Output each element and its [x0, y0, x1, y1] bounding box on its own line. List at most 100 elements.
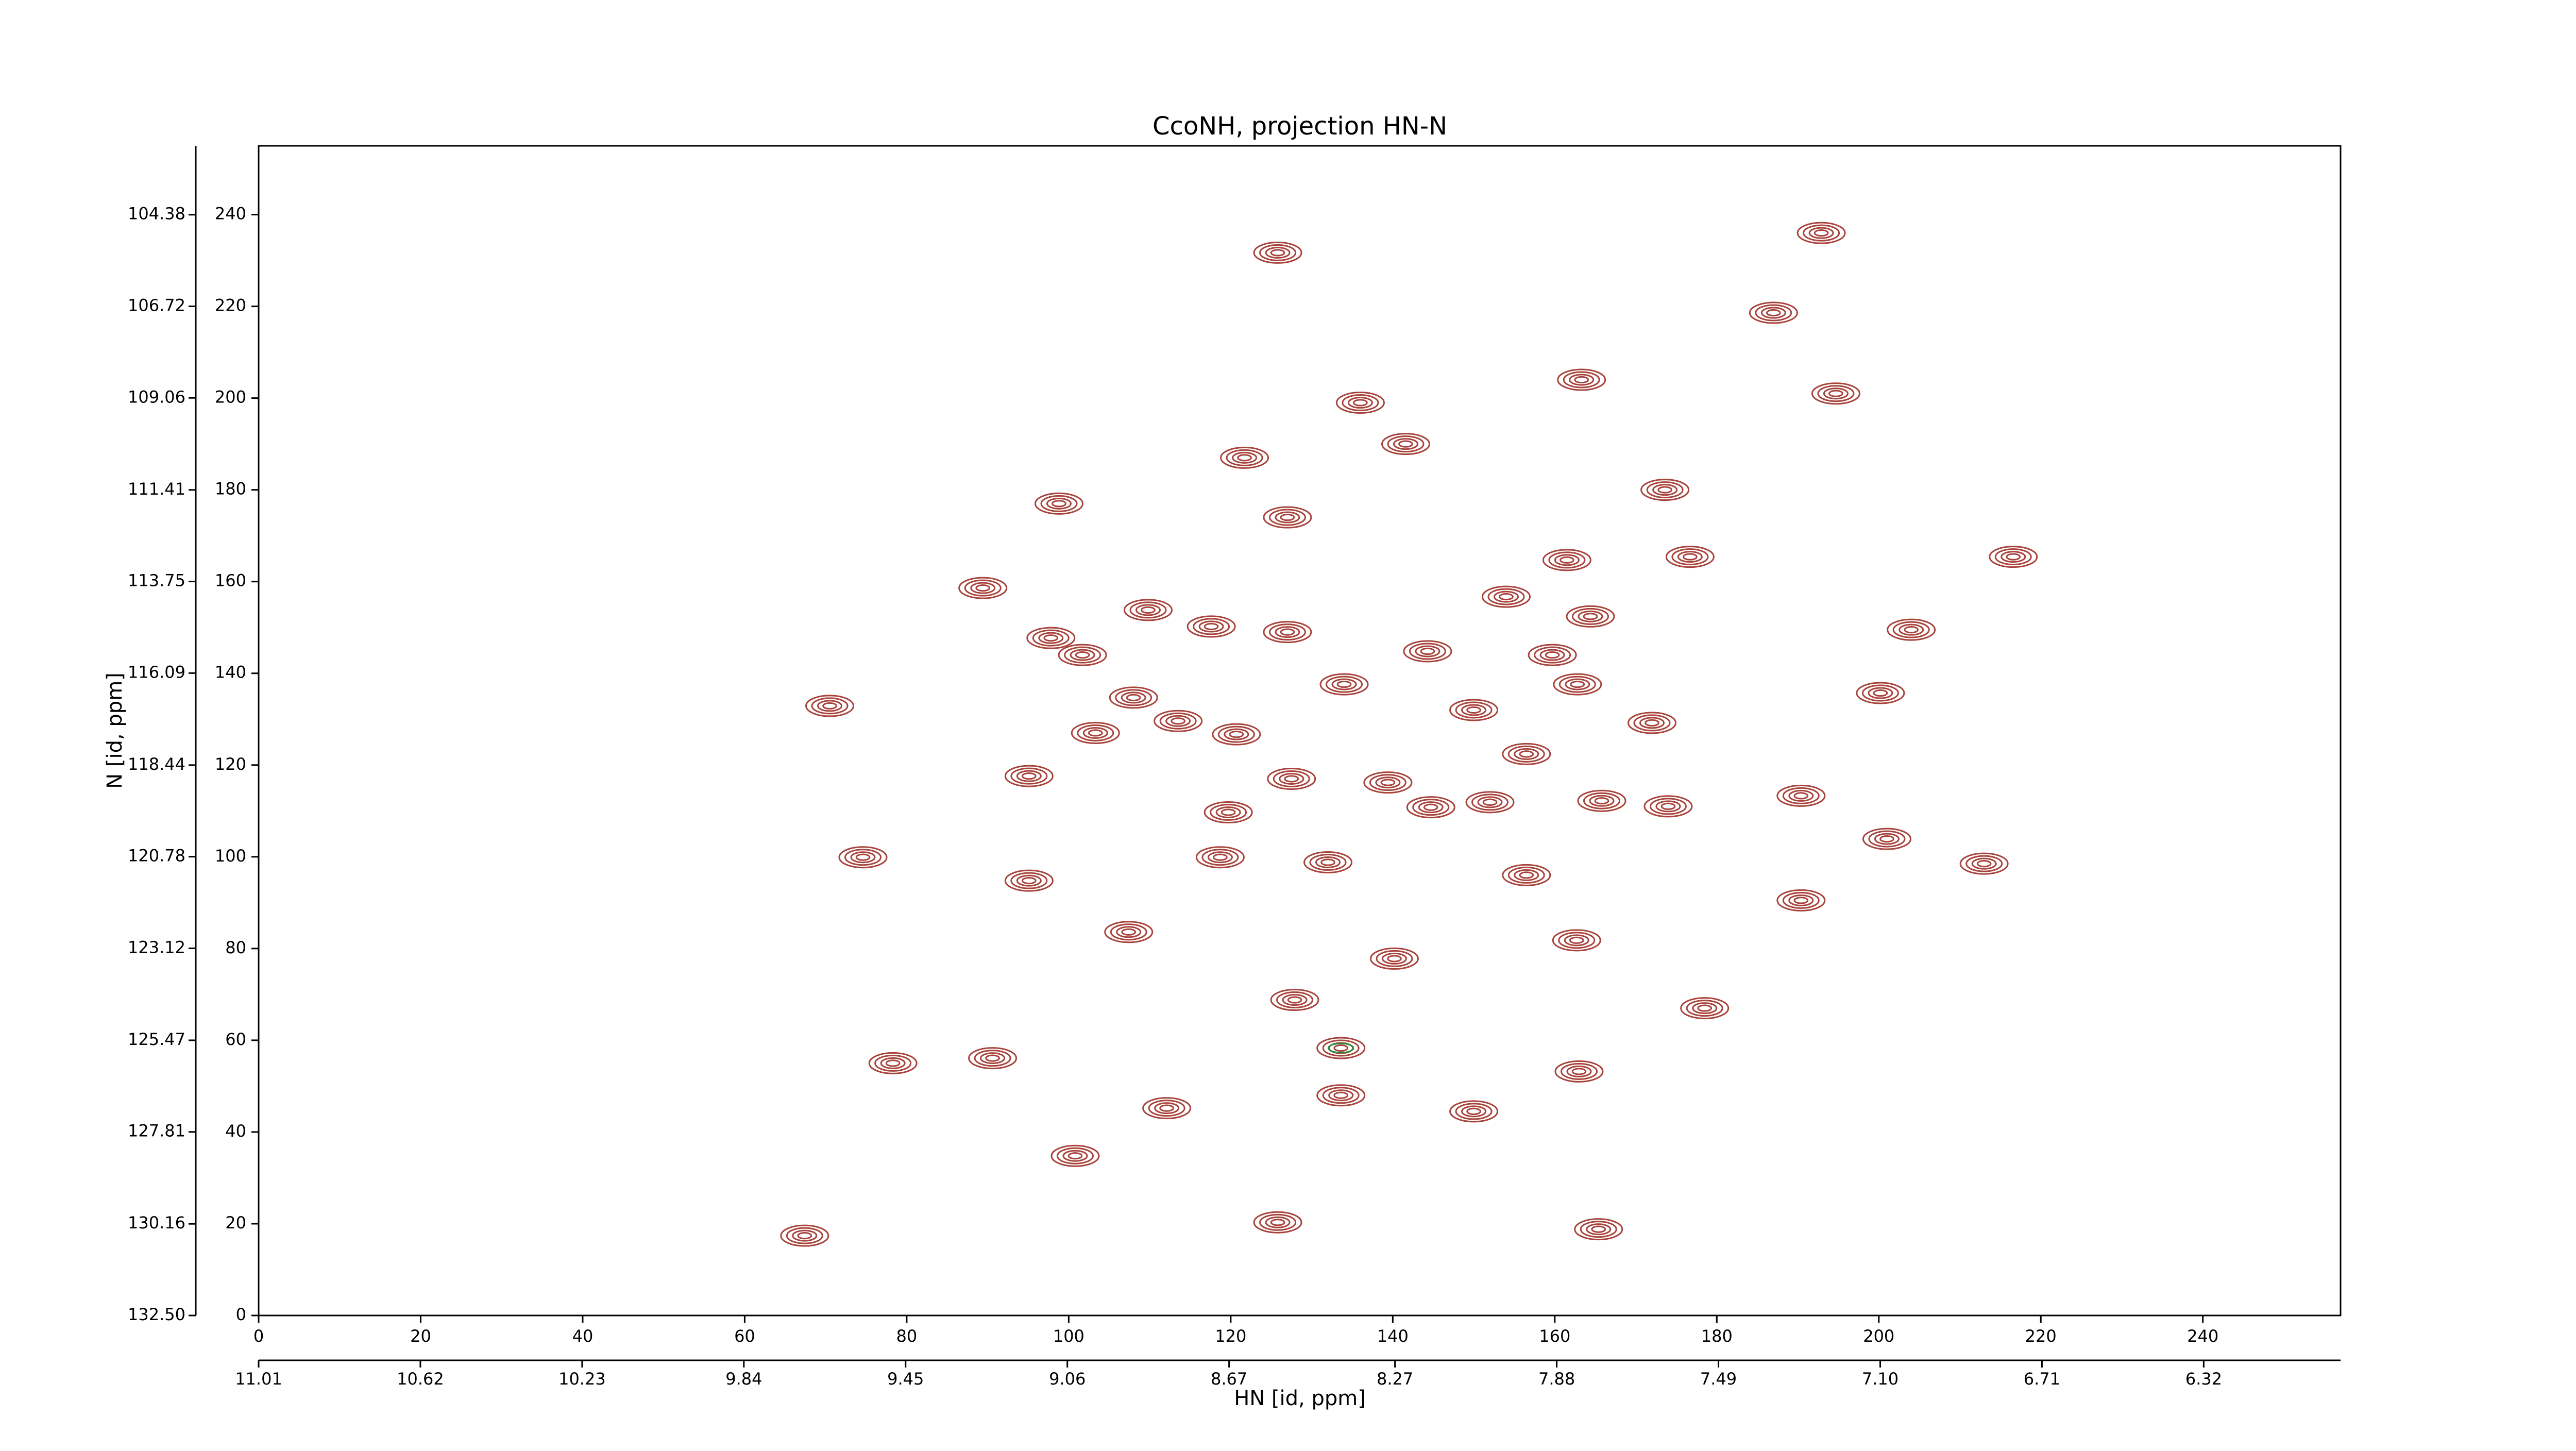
contour-line — [1070, 649, 1095, 661]
contour-line — [1380, 779, 1396, 786]
contour-line — [1148, 1100, 1185, 1117]
y-tick-label: 40 — [225, 1121, 246, 1141]
peak — [1449, 1100, 1499, 1123]
contour-line — [1828, 390, 1843, 397]
contour-line — [1309, 853, 1347, 871]
y2-tick-label: 130.16 — [128, 1213, 185, 1233]
contour-line — [1154, 1102, 1180, 1115]
contour-line — [1270, 1219, 1285, 1226]
contour-line — [1892, 621, 1930, 638]
peak — [1035, 492, 1084, 515]
peak — [1381, 433, 1430, 455]
contour-line — [885, 1059, 901, 1067]
contour-line — [1195, 846, 1245, 869]
contour-line — [1220, 446, 1269, 469]
y-tick-label: 220 — [215, 296, 246, 315]
contour-line — [1449, 699, 1499, 721]
contour-line — [1198, 620, 1224, 633]
contour-line — [1052, 500, 1066, 508]
contour-line — [1577, 789, 1626, 812]
contour-line — [1657, 486, 1673, 494]
contour-line — [1387, 435, 1425, 453]
contour-line — [1566, 1065, 1592, 1077]
peak — [958, 577, 1008, 599]
contour-line — [1671, 548, 1709, 566]
peak — [1776, 784, 1826, 807]
contour-line — [1284, 775, 1299, 783]
y2-tick-label: 109.06 — [128, 387, 185, 407]
contour-line — [1393, 438, 1418, 450]
contour-line — [1056, 1147, 1094, 1165]
contour-line — [1409, 643, 1446, 660]
peak — [1270, 989, 1319, 1011]
contour-line — [1749, 301, 1798, 324]
x-tick-label: 60 — [734, 1326, 755, 1346]
contour-line — [1265, 1216, 1291, 1228]
contour-line — [1971, 857, 1997, 870]
contour-line — [1589, 795, 1615, 807]
peak — [1502, 864, 1551, 886]
peak — [1542, 549, 1591, 571]
peak — [1643, 795, 1693, 818]
x2-tick-label: 7.88 — [1538, 1369, 1575, 1389]
y-tick-label: 0 — [236, 1305, 246, 1324]
contour-line — [1856, 682, 1905, 704]
x-tick-label: 160 — [1539, 1326, 1570, 1346]
contour-line — [1797, 222, 1846, 244]
contour-line — [1578, 610, 1603, 622]
contour-line — [1879, 835, 1894, 843]
y-tick-label: 120 — [215, 754, 246, 774]
contour-line — [1692, 1002, 1718, 1015]
contour-line — [1046, 497, 1072, 510]
contour-line — [1477, 796, 1503, 808]
contour-line — [1507, 745, 1545, 763]
contour-line — [1270, 249, 1285, 257]
plot-frame — [258, 145, 2342, 1317]
peak — [1557, 368, 1606, 391]
peak — [1154, 710, 1203, 732]
contour-line — [1129, 601, 1167, 619]
peak — [780, 1224, 829, 1247]
peak — [1887, 618, 1936, 641]
x2-tick-label: 11.01 — [235, 1369, 282, 1389]
contour-line — [1287, 996, 1302, 1004]
peak — [1363, 771, 1413, 794]
contour-line — [1275, 626, 1300, 638]
contour-line — [792, 1229, 818, 1242]
contour-line — [1808, 227, 1834, 239]
contour-line — [1353, 399, 1368, 407]
contour-line — [1165, 715, 1191, 727]
peak — [1811, 382, 1860, 405]
contour-line — [1861, 684, 1899, 702]
contour-line — [1322, 1039, 1360, 1057]
peak — [1335, 392, 1385, 414]
contour-line — [1333, 1044, 1349, 1052]
y2-tick-label: 116.09 — [128, 662, 185, 682]
y-tick-label: 20 — [225, 1213, 246, 1233]
contour-line — [1268, 623, 1306, 641]
contour-line — [1507, 866, 1545, 884]
x-tick-label: 240 — [2187, 1326, 2218, 1346]
x-tick-label: 180 — [1701, 1326, 1733, 1346]
peak — [1481, 585, 1531, 608]
contour-line — [1420, 647, 1435, 655]
contour-line — [1482, 798, 1498, 806]
contour-line — [1493, 590, 1519, 603]
contour-line — [1316, 1037, 1366, 1059]
contour-line — [1455, 1103, 1493, 1120]
contour-line — [1121, 928, 1137, 936]
contour-line — [980, 1052, 1006, 1065]
contour-line — [1268, 509, 1306, 526]
contour-line — [1558, 676, 1596, 693]
contour-line — [838, 846, 888, 869]
peak — [1552, 929, 1601, 952]
contour-line — [1868, 830, 1906, 848]
peak — [1142, 1097, 1192, 1120]
y2-tick-label: 104.38 — [128, 204, 185, 224]
contour-line — [1560, 556, 1574, 564]
contour-line — [1207, 851, 1233, 864]
contour-line — [1899, 623, 1924, 636]
contour-line — [1387, 955, 1402, 963]
contour-line — [1652, 484, 1678, 496]
peak — [1253, 241, 1302, 264]
